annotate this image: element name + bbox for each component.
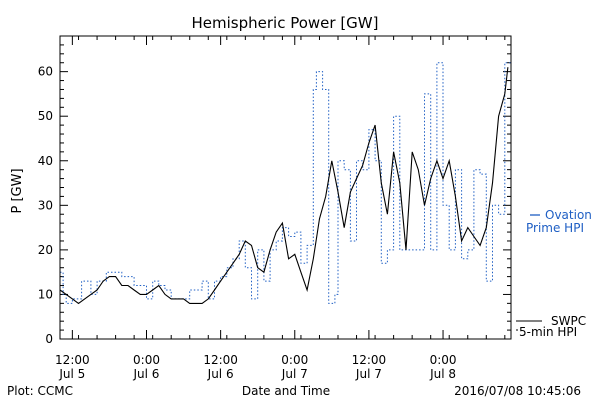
x-tick-label-date: Jul 5 (58, 367, 85, 381)
x-axis-label: Date and Time (242, 384, 330, 398)
x-tick-label-time: 0:00 (430, 353, 457, 367)
y-tick-label: 30 (38, 198, 53, 212)
chart-title: Hemispheric Power [GW] (192, 14, 379, 32)
plot-frame (59, 35, 512, 340)
x-tick-label-date: Jul 7 (281, 367, 308, 381)
x-tick-label-time: 0:00 (133, 353, 160, 367)
x-tick-label-date: Jul 6 (133, 367, 160, 381)
plot-credit: Plot: CCMC (7, 384, 73, 398)
y-tick-label: 60 (38, 65, 53, 79)
legend-swpc-label-2: 5-min HPI (519, 325, 577, 339)
legend-ovation-label-2: Prime HPI (526, 221, 584, 235)
series-line-ovation-prime-hpi (60, 62, 511, 304)
plot-timestamp: 2016/07/08 10:45:06 (454, 384, 581, 398)
x-tick-label-time: 12:00 (352, 353, 387, 367)
x-tick-label-date: Jul 8 (429, 367, 456, 381)
y-tick-label: 0 (45, 332, 53, 346)
y-tick-label: 50 (38, 109, 53, 123)
x-tick-label-date: Jul 7 (355, 367, 382, 381)
legend-swpc-label: SWPC (551, 314, 586, 328)
y-axis-label: P [GW] (10, 168, 25, 213)
y-tick-label: 40 (38, 154, 53, 168)
x-tick-label-time: 0:00 (281, 353, 308, 367)
legend-ovation-label: Ovation (545, 208, 592, 222)
x-tick-label-time: 12:00 (203, 353, 238, 367)
series-line-swpc-5-min-hpi (59, 67, 509, 305)
x-tick-label-date: Jul 6 (207, 367, 234, 381)
plot-area (59, 62, 511, 305)
x-tick-label-time: 12:00 (55, 353, 90, 367)
y-axis: 0 10 20 30 40 50 60 (38, 44, 511, 346)
y-tick-label: 20 (38, 243, 53, 257)
y-tick-label: 10 (38, 287, 53, 301)
